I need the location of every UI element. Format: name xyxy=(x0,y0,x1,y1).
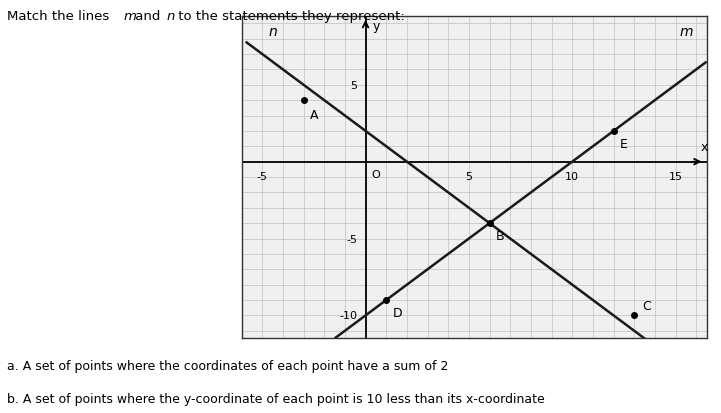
Text: -5: -5 xyxy=(346,234,358,244)
Text: and: and xyxy=(131,10,164,23)
Text: 5: 5 xyxy=(465,171,472,181)
Text: m: m xyxy=(123,10,136,23)
Text: a. A set of points where the coordinates of each point have a sum of 2: a. A set of points where the coordinates… xyxy=(7,359,448,372)
Text: C: C xyxy=(642,299,651,313)
Text: D: D xyxy=(392,306,402,319)
Text: 5: 5 xyxy=(350,81,358,90)
Text: b. A set of points where the y-coordinate of each point is 10 less than its x-co: b. A set of points where the y-coordinat… xyxy=(7,392,545,405)
Text: B: B xyxy=(496,230,505,243)
Text: Match the lines: Match the lines xyxy=(7,10,114,23)
Text: O: O xyxy=(372,170,381,180)
Text: m: m xyxy=(679,25,693,39)
Text: E: E xyxy=(620,138,628,151)
Text: to the statements they represent:: to the statements they represent: xyxy=(174,10,405,23)
Text: n: n xyxy=(167,10,175,23)
Text: -5: -5 xyxy=(257,171,267,181)
Text: x: x xyxy=(701,141,708,154)
Text: y: y xyxy=(373,19,380,33)
Text: -10: -10 xyxy=(340,311,358,320)
Text: 15: 15 xyxy=(668,171,683,181)
Text: A: A xyxy=(310,109,318,121)
Text: n: n xyxy=(268,25,277,39)
Text: 10: 10 xyxy=(565,171,579,181)
